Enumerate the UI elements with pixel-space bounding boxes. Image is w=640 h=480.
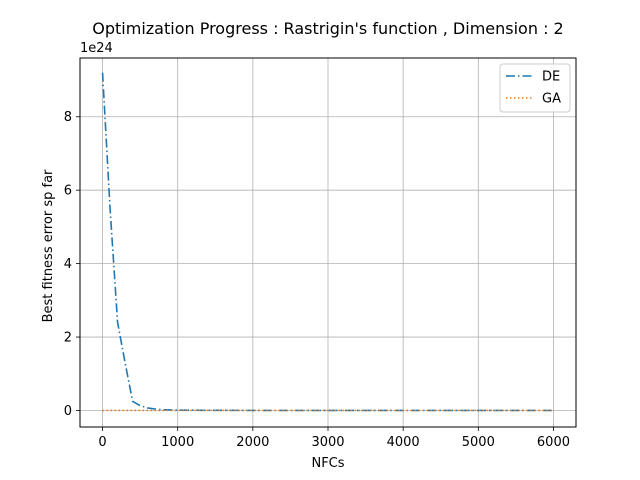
y-tick-label: 2 (64, 331, 72, 346)
y-tick-label: 6 (64, 184, 72, 199)
x-tick-label: 2000 (236, 435, 269, 450)
series-line-de (101, 72, 554, 412)
y-tick-label: 0 (64, 404, 72, 419)
legend-box (499, 63, 571, 113)
x-tick-label: 0 (98, 435, 106, 450)
x-tick-label: 6000 (537, 435, 570, 450)
axis-ticks: 0 1000 2000 3000 4000 5000 6000 0 2 4 6 8 (64, 110, 570, 450)
x-axis-title: NFCs (311, 456, 344, 471)
series-lines (101, 72, 554, 412)
x-tick-label: 5000 (462, 435, 495, 450)
y-axis-offset-label: 1e24 (80, 41, 113, 56)
legend: DE GA (499, 63, 571, 113)
legend-label-de: DE (542, 70, 560, 85)
y-tick-label: 8 (64, 110, 72, 125)
y-axis-title: Best fitness error sp far (41, 169, 56, 322)
x-tick-label: 1000 (161, 435, 194, 450)
y-tick-label: 4 (64, 257, 72, 272)
x-tick-label: 3000 (311, 435, 344, 450)
chart-title: Optimization Progress : Rastrigin's func… (92, 19, 563, 38)
legend-label-ga: GA (542, 92, 561, 107)
x-tick-label: 4000 (387, 435, 420, 450)
